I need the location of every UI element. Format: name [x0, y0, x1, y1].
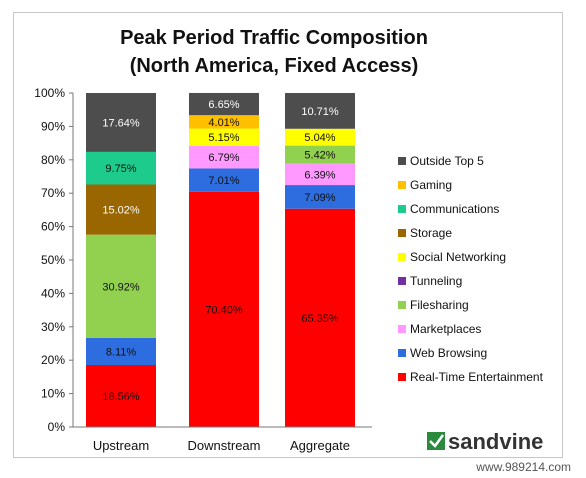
y-tick-label: 60% — [41, 220, 65, 234]
x-axis: Upstream Downstream Aggregate — [73, 426, 372, 453]
legend-label: Real-Time Entertainment — [410, 370, 544, 384]
chart-title-line-2: (North America, Fixed Access) — [130, 55, 419, 77]
legend-swatch — [398, 349, 406, 357]
legend-swatch — [398, 205, 406, 213]
data-label: 6.39% — [304, 169, 335, 181]
bar-segment — [285, 145, 355, 164]
bar-segment — [86, 365, 156, 427]
legend-label: Web Browsing — [410, 346, 487, 360]
sandvine-logo-icon — [427, 432, 445, 450]
data-label: 6.79% — [208, 152, 239, 164]
bar-segment — [285, 163, 355, 186]
y-tick-label: 30% — [41, 320, 65, 334]
data-label: 5.42% — [304, 150, 335, 162]
data-label: 7.01% — [208, 175, 239, 187]
bar-segment — [189, 191, 259, 427]
bar-segment — [285, 93, 355, 129]
legend-swatch — [398, 181, 406, 189]
y-axis: 0% 10% 20% 30% 40% 50% 60% 70% 80% 90% 100% — [34, 86, 74, 434]
bar-segment — [189, 168, 259, 192]
data-label: 6.65% — [208, 99, 239, 111]
data-label: 5.15% — [208, 132, 239, 144]
bar-segment — [86, 93, 156, 152]
legend-swatch — [398, 157, 406, 165]
data-labels: 18.56% 8.11% 30.92% 15.02% 9.75% 17.64% 70.40%… — [102, 99, 339, 403]
bars — [86, 92, 355, 427]
legend-label: Gaming — [410, 178, 452, 192]
legend-label: Communications — [410, 202, 499, 216]
legend: Outside Top 5 Gaming Communications Storage… — [398, 154, 544, 384]
legend-swatch — [398, 277, 406, 285]
bar-segment — [86, 151, 156, 185]
legend-label: Marketplaces — [410, 322, 481, 336]
legend-label: Filesharing — [410, 298, 469, 312]
data-label: 65.35% — [301, 313, 339, 325]
bar-segment — [86, 337, 156, 366]
brand-logo: sandvine — [427, 429, 543, 454]
bar-segment — [86, 184, 156, 235]
x-tick-label: Aggregate — [290, 438, 350, 453]
y-tick-label: 80% — [41, 153, 65, 167]
legend-label: Storage — [410, 226, 452, 240]
legend-swatch — [398, 301, 406, 309]
data-label: 9.75% — [105, 163, 136, 175]
data-label: 70.40% — [205, 304, 243, 316]
x-tick-label: Upstream — [93, 438, 149, 453]
legend-label: Tunneling — [410, 274, 462, 288]
bar-segment — [189, 92, 259, 116]
legend-swatch — [398, 373, 406, 381]
data-label: 30.92% — [102, 281, 140, 293]
bar-segment — [189, 145, 259, 169]
bar-segment — [285, 185, 355, 209]
watermark: www.989214.com — [475, 460, 571, 474]
data-label: 8.11% — [106, 346, 137, 358]
x-tick-label: Downstream — [188, 438, 261, 453]
brand-name: sandvine — [448, 429, 543, 454]
y-tick-label: 90% — [41, 119, 65, 133]
data-label: 17.64% — [102, 117, 140, 129]
bar-segment — [285, 128, 355, 146]
bar-segment — [86, 234, 156, 338]
data-label: 18.56% — [102, 391, 140, 403]
y-tick-label: 100% — [34, 86, 65, 100]
y-tick-label: 10% — [41, 387, 65, 401]
data-label: 4.01% — [208, 117, 239, 129]
y-tick-label: 0% — [48, 420, 66, 434]
legend-label: Outside Top 5 — [410, 154, 484, 168]
data-label: 10.71% — [301, 106, 339, 118]
y-tick-label: 50% — [41, 253, 65, 267]
bar-segment — [189, 128, 259, 146]
y-tick-label: 20% — [41, 353, 65, 367]
data-label: 15.02% — [102, 205, 140, 217]
y-tick-label: 70% — [41, 186, 65, 200]
legend-swatch — [398, 253, 406, 261]
data-label: 7.09% — [304, 192, 335, 204]
legend-swatch — [398, 229, 406, 237]
bar-segment — [189, 115, 259, 129]
chart-title-line-1: Peak Period Traffic Composition — [120, 27, 428, 49]
data-label: 5.04% — [304, 132, 335, 144]
legend-label: Social Networking — [410, 250, 506, 264]
y-tick-label: 40% — [41, 286, 65, 300]
bar-segment — [285, 208, 355, 427]
legend-swatch — [398, 325, 406, 333]
